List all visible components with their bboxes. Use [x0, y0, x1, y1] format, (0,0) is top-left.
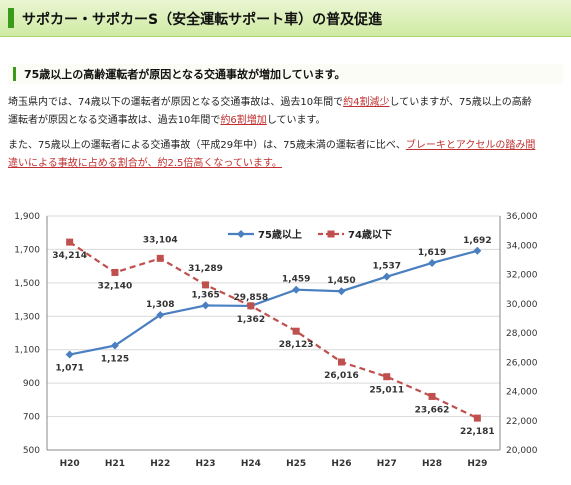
highlight-text: 約4割減少	[343, 97, 390, 108]
data-point	[337, 287, 346, 296]
data-label: 33,104	[143, 235, 178, 245]
data-label: 1,125	[101, 355, 129, 365]
y-left-tick-label: 500	[23, 446, 40, 456]
data-label: 1,365	[191, 290, 219, 300]
y-left-tick-label: 1,100	[14, 346, 40, 356]
y-left-tick-label: 1,500	[14, 279, 40, 289]
data-label: 1,362	[237, 315, 265, 325]
paragraph-1-line-1: 埼玉県内では、74歳以下の運転者が原因となる交通事故は、過去10年間で約4割減少…	[8, 93, 532, 113]
y-left-tick-label: 1,300	[14, 312, 40, 322]
x-tick-label: H21	[105, 459, 125, 469]
data-point	[201, 301, 210, 310]
header-accent-bar	[8, 8, 14, 28]
y-right-tick-label: 26,000	[506, 358, 538, 368]
data-point	[473, 246, 482, 255]
data-point	[292, 327, 300, 335]
data-point	[428, 258, 437, 267]
text-span: 運転者が原因となる交通事故は、過去10年間で	[8, 115, 221, 126]
data-point	[110, 341, 119, 350]
y-right-tick-label: 24,000	[506, 388, 538, 398]
text-span: また、75歳以上の運転者による交通事故（平成29年中）は、75歳未満の運転者に比…	[8, 140, 406, 151]
data-label: 34,214	[52, 251, 87, 261]
data-label: 32,140	[98, 281, 133, 291]
legend-marker	[327, 230, 335, 238]
section-heading-text: 75歳以上の高齢運転者が原因となる交通事故が増加しています。	[24, 68, 346, 81]
y-right-tick-label: 20,000	[506, 446, 538, 456]
series-line	[69, 249, 478, 356]
section-accent-bar	[13, 67, 16, 81]
section-heading: 75歳以上の高齢運転者が原因となる交通事故が増加しています。	[8, 64, 563, 84]
y-right-tick-label: 34,000	[506, 241, 538, 251]
data-label: 31,289	[188, 264, 223, 274]
y-left-tick-label: 900	[23, 379, 40, 389]
x-tick-label: H24	[241, 459, 261, 469]
x-tick-label: H23	[196, 459, 216, 469]
x-tick-label: H25	[286, 459, 306, 469]
data-label: 1,537	[373, 262, 401, 272]
data-point	[65, 350, 74, 359]
data-point	[156, 310, 165, 319]
highlight-link[interactable]: ブレーキとアクセルの踏み間	[405, 140, 536, 151]
accident-trend-chart: 500 700 900 1,100 1,300 1,500 1,700 1,900 20,000…	[14, 212, 538, 469]
highlight-link[interactable]: 違いによる事故に占める割合が、約2.5倍高くなっています。	[8, 158, 282, 169]
series-line	[69, 241, 478, 420]
legend-marker	[237, 230, 245, 238]
data-point	[247, 302, 255, 310]
data-label: 28,123	[279, 340, 314, 350]
data-point	[383, 373, 391, 381]
data-point	[202, 281, 210, 289]
y-right-tick-label: 28,000	[506, 329, 538, 339]
data-point	[473, 414, 481, 422]
data-point	[66, 238, 74, 246]
data-label: 23,662	[415, 405, 450, 415]
data-label: 1,619	[418, 248, 446, 258]
paragraph-2-line-1: また、75歳以上の運転者による交通事故（平成29年中）は、75歳未満の運転者に比…	[8, 136, 535, 156]
data-label: 26,016	[324, 371, 359, 381]
text-span: しています。	[266, 115, 326, 126]
data-label: 1,071	[55, 364, 83, 374]
data-label: 1,692	[463, 236, 491, 246]
y-left-tick-label: 1,700	[14, 245, 40, 255]
y-left-tick-label: 700	[23, 413, 40, 423]
data-label: 29,858	[233, 293, 268, 303]
x-tick-label: H22	[150, 459, 170, 469]
y-right-tick-label: 30,000	[506, 300, 538, 310]
page-title: サポカー・サポカーS（安全運転サポート車）の普及促進	[22, 12, 383, 28]
data-label: 1,459	[282, 275, 310, 285]
text-span: 埼玉県内では、74歳以下の運転者が原因となる交通事故は、過去10年間で	[8, 97, 344, 108]
x-tick-label: H26	[331, 459, 351, 469]
x-tick-label: H29	[467, 459, 487, 469]
page-header: サポカー・サポカーS（安全運転サポート車）の普及促進	[0, 0, 571, 37]
x-tick-label: H28	[422, 459, 442, 469]
data-label: 1,308	[146, 300, 174, 310]
paragraph-1-line-2: 運転者が原因となる交通事故は、過去10年間で約6割増加しています。	[8, 111, 326, 131]
legend-label: 75歳以上	[258, 228, 302, 241]
data-point	[428, 392, 436, 400]
y-right-tick-label: 36,000	[506, 212, 538, 222]
data-point	[156, 254, 164, 262]
text-span: していますが、75歳以上の高齢	[389, 97, 532, 108]
data-label: 22,181	[460, 427, 495, 437]
data-label: 1,450	[327, 276, 355, 286]
y-right-tick-label: 32,000	[506, 271, 538, 281]
x-tick-label: H27	[377, 459, 397, 469]
y-left-tick-label: 1,900	[14, 212, 40, 222]
data-point	[111, 268, 119, 276]
x-tick-label: H20	[60, 459, 80, 469]
data-point	[292, 285, 301, 294]
y-right-tick-label: 22,000	[506, 417, 538, 427]
data-point	[382, 272, 391, 281]
highlight-text: 約6割増加	[220, 115, 267, 126]
data-point	[337, 358, 345, 366]
paragraph-2-line-2: 違いによる事故に占める割合が、約2.5倍高くなっています。	[8, 154, 282, 174]
legend-label: 74歳以下	[348, 228, 392, 241]
data-label: 25,011	[369, 386, 404, 396]
